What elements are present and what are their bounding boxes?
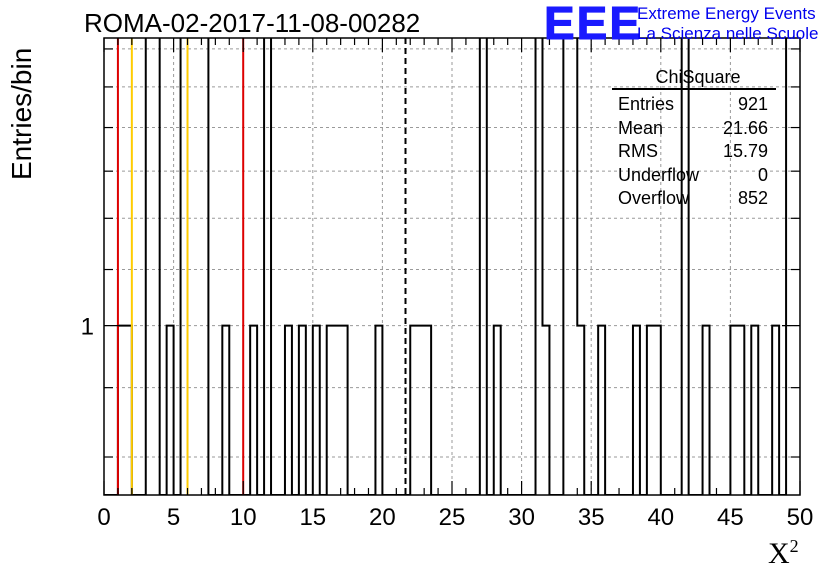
y-tick-label: 1 (81, 314, 94, 341)
chart-title: ROMA-02-2017-11-08-00282 (84, 8, 421, 38)
reference-lines (116, 38, 407, 495)
stats-row-entries: Entries 921 (612, 93, 776, 117)
x-tick-label: 25 (439, 504, 466, 531)
x-tick-label: 35 (578, 504, 605, 531)
x-tick-label: 20 (369, 504, 396, 531)
stats-label: Mean (618, 117, 664, 138)
stats-label: Entries (618, 94, 675, 114)
stats-box: ChiSquare Entries 921 Mean 21.66 RMS 15.79 … (612, 67, 776, 211)
x-tick-label: 30 (508, 504, 535, 531)
logo-mark: EEE (543, 0, 643, 50)
logo-line1: Extreme Energy Events (637, 4, 816, 23)
stats-row-overflow: Overflow 852 (612, 187, 776, 211)
x-tick-label: 40 (647, 504, 674, 531)
stats-divider (612, 88, 776, 90)
stats-row-underflow: Underflow 0 (612, 164, 776, 188)
stats-label: Overflow (618, 188, 690, 209)
stats-value: 21.66 (722, 117, 768, 138)
stats-value: 0 (757, 164, 768, 185)
axes (103, 37, 801, 496)
x-tick-label: 50 (787, 504, 814, 531)
x-tick-label: 45 (717, 504, 744, 531)
logo-line2: La Scienza nelle Scuole (637, 24, 819, 43)
x-tick-label: 0 (97, 504, 110, 531)
x-axis-label: X2 (768, 536, 799, 570)
stats-value: 852 (737, 188, 768, 209)
stats-title: ChiSquare (655, 67, 741, 87)
x-tick-label: 10 (230, 504, 257, 531)
x-tick-label: 5 (167, 504, 180, 531)
tick-labels: 0 5 10 15 20 25 30 35 40 45 50 1 (81, 314, 814, 531)
stats-value: 15.79 (722, 141, 768, 162)
stats-label: Underflow (618, 164, 700, 185)
stats-row-mean: Mean 21.66 (612, 117, 776, 141)
stats-label: RMS (618, 141, 658, 162)
y-axis-label: Entries/bin (6, 47, 37, 180)
x-tick-label: 15 (299, 504, 326, 531)
eee-logo: EEE Extreme Energy Events La Scienza nel… (543, 0, 834, 50)
stats-value: 921 (737, 94, 768, 114)
stats-row-rms: RMS 15.79 (612, 140, 776, 164)
